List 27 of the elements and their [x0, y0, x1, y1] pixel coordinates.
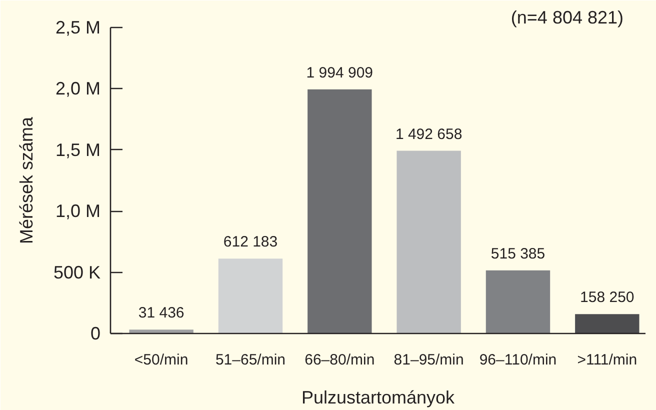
x-tick-label: 96–110/min: [479, 352, 557, 368]
bar: [308, 89, 372, 334]
y-tick-label: 2,5 M: [55, 18, 101, 38]
y-tick-label: 1,0 M: [55, 201, 101, 222]
x-tick-label: 66–80/min: [304, 352, 375, 368]
x-tick-label: 51–65/min: [215, 352, 286, 368]
annotation: (n=4 804 821): [510, 8, 624, 28]
data-label: 31 436: [138, 304, 184, 322]
y-tick-label: 2,0 M: [55, 78, 101, 99]
data-label: 1 994 909: [306, 64, 374, 82]
x-tick-label: <50/min: [134, 352, 188, 368]
x-tick-label: >111/min: [577, 352, 638, 368]
y-tick-label: 0: [90, 324, 101, 344]
bar: [129, 330, 194, 334]
y-axis-title: Mérések száma: [16, 116, 36, 244]
data-label: 515 385: [490, 245, 546, 262]
data-label: 158 250: [580, 289, 634, 306]
data-label: 612 183: [223, 234, 278, 251]
x-tick-label: 81–95/min: [394, 352, 464, 368]
bar: [575, 314, 640, 334]
data-label: 1 492 658: [395, 126, 462, 143]
x-axis-title: Pulzustartományok: [301, 388, 456, 408]
bar: [486, 270, 550, 334]
bar: [218, 258, 283, 334]
y-tick-label: 500 K: [53, 262, 101, 282]
bar: [396, 150, 461, 334]
y-tick-label: 1,5 M: [55, 140, 101, 160]
